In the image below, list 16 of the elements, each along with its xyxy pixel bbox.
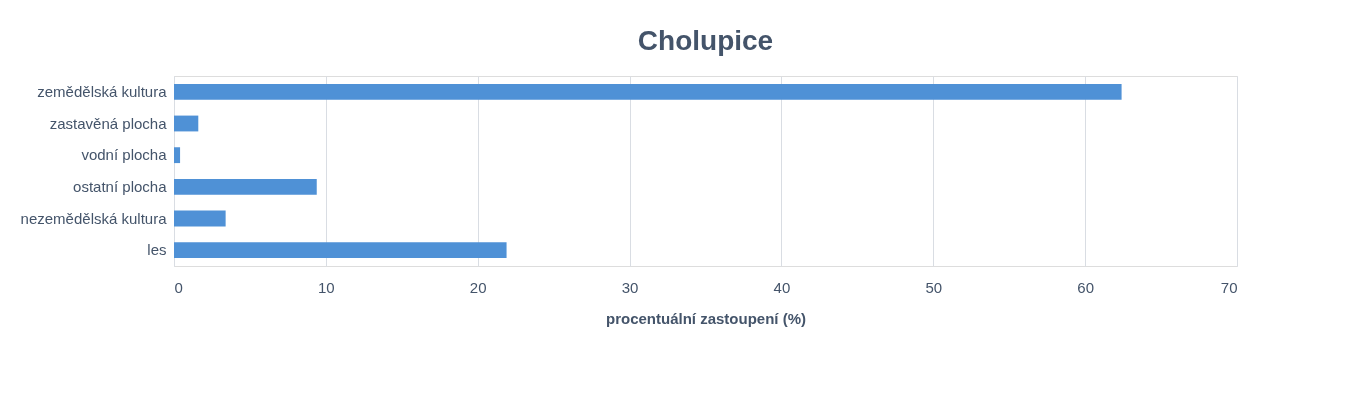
- x-tick-label: 70: [1220, 278, 1238, 296]
- y-tick-label: nezemědělská kultura: [20, 209, 168, 227]
- x-tick-label: 0: [174, 278, 183, 296]
- y-tick-label: les: [147, 241, 167, 259]
- x-tick-label: 50: [925, 278, 943, 296]
- x-tick-label: 60: [1077, 278, 1094, 296]
- y-tick-label: vodní plocha: [81, 146, 168, 164]
- y-tick-label: zemědělská kultura: [37, 82, 168, 100]
- x-tick-label: 10: [318, 278, 335, 296]
- x-axis-title: procentuální zastoupení (%): [605, 309, 807, 327]
- chart-title: Cholupice: [637, 25, 774, 56]
- x-tick-label: 20: [469, 278, 487, 296]
- x-tick-label: 30: [621, 278, 639, 296]
- y-tick-label: zastavěná plocha: [49, 114, 168, 132]
- y-tick-label: ostatní plocha: [73, 177, 168, 195]
- x-tick-label: 40: [773, 278, 791, 296]
